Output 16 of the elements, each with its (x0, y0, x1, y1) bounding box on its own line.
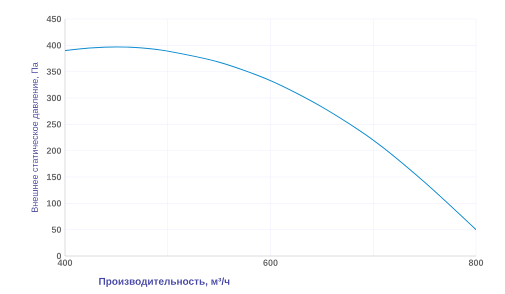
x-axis-title: Производительность, м³/ч (99, 278, 230, 287)
x-tick-label: 600 (263, 260, 278, 266)
y-axis-title: Внешнее статическое давление, Па (32, 62, 40, 212)
y-tick-label: 150 (47, 174, 62, 180)
y-tick-label: 300 (46, 94, 62, 102)
y-tick-label: 100 (47, 200, 62, 207)
y-tick-label: 200 (46, 147, 62, 154)
x-tick-label: 800 (468, 260, 484, 266)
line-series (65, 46, 476, 230)
y-tick-label: 400 (46, 42, 62, 49)
y-tick-label: 450 (46, 16, 62, 22)
y-tick-label: 50 (52, 226, 62, 233)
y-tick-label: 250 (46, 121, 62, 128)
y-tick-label: 350 (46, 68, 62, 75)
x-tick-label: 400 (58, 260, 72, 266)
y-tick-label: 0 (56, 252, 62, 260)
